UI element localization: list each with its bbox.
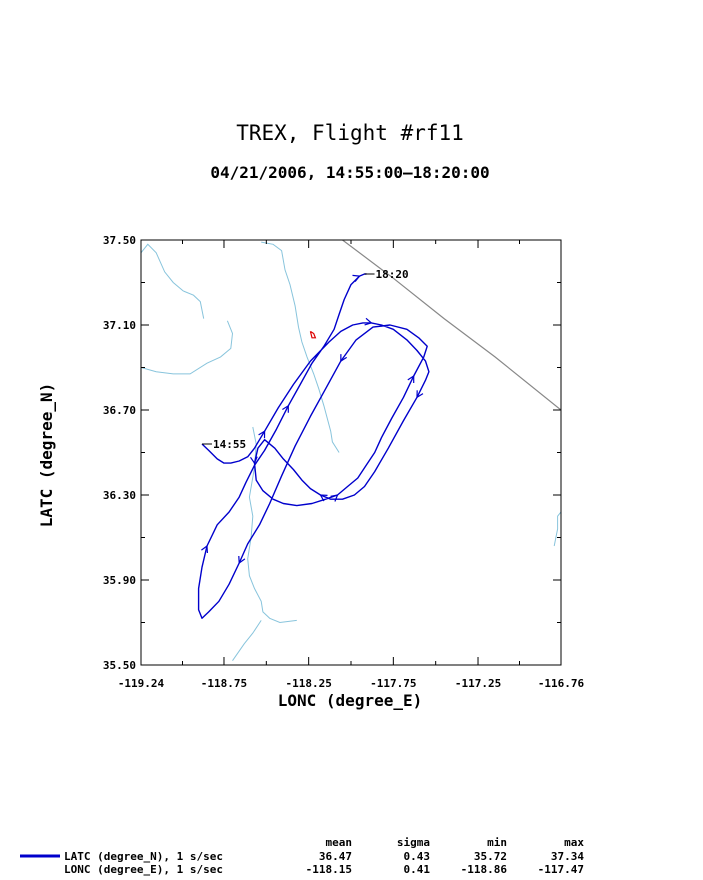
- x-tick-label-5: -116.76: [538, 677, 585, 690]
- stats-header-min: min: [487, 836, 507, 849]
- x-tick-label-0: -119.24: [118, 677, 165, 690]
- y-tick-label-4: 35.90: [103, 574, 136, 587]
- time-label-1: 18:20: [376, 268, 409, 281]
- direction-arrow-48: [330, 494, 339, 502]
- legend-row-label-lonc: LONC (degree_E), 1 s/sec: [64, 863, 223, 876]
- map-features: [141, 240, 561, 661]
- river-line-2: [141, 320, 234, 375]
- y-tick-label-0: 37.50: [103, 234, 136, 247]
- stats-latc-max: 37.34: [551, 850, 584, 863]
- x-tick-label-2: -118.25: [285, 677, 331, 690]
- x-tick-label-4: -117.25: [455, 677, 501, 690]
- direction-arrow-16: [364, 317, 373, 326]
- river-line-3: [261, 241, 340, 453]
- plot-frame: [140, 239, 562, 666]
- direction-arrow-40: [250, 456, 258, 465]
- series-layer: [197, 273, 430, 619]
- direction-arrow-64: [340, 354, 348, 363]
- direction-arrow-88: [282, 404, 289, 413]
- stats-header-sigma: sigma: [397, 836, 430, 849]
- stats-header-mean: mean: [326, 836, 353, 849]
- river-line-0: [141, 243, 184, 292]
- chart-title: TREX, Flight #rf11: [236, 121, 464, 145]
- direction-arrow-72: [238, 555, 246, 565]
- stats-latc-min: 35.72: [474, 850, 507, 863]
- river-line-6: [553, 511, 561, 547]
- stats-latc-mean: 36.47: [319, 850, 352, 863]
- legend: mean sigma min max LATC (degree_N), 1 s/…: [20, 836, 584, 876]
- direction-arrow-24: [416, 390, 424, 399]
- stats-lonc-sigma: 0.41: [404, 863, 431, 876]
- stats-lonc-mean: -118.15: [306, 863, 352, 876]
- annotation-layer: 14:55 18:20: [201, 268, 409, 451]
- time-label-0: 14:55: [213, 438, 246, 451]
- y-tick-label-3: 36.30: [103, 489, 136, 502]
- y-tick-label-1: 37.10: [103, 319, 136, 332]
- y-axis-label: LATC (degree_N): [37, 383, 56, 528]
- x-axis-label: LONC (degree_E): [278, 691, 423, 710]
- direction-arrow-56: [407, 374, 415, 383]
- x-tick-label-3: -117.75: [370, 677, 416, 690]
- direction-arrow-32: [319, 494, 328, 502]
- stats-lonc-max: -117.47: [538, 863, 584, 876]
- direction-arrow-96: [352, 274, 361, 282]
- river-line-5: [232, 620, 262, 661]
- y-tick-label-5: 35.50: [103, 659, 136, 672]
- x-tick-label-1: -118.75: [201, 677, 247, 690]
- river-line-1: [183, 290, 205, 319]
- stats-header-max: max: [564, 836, 584, 849]
- chart-subtitle: 04/21/2006, 14:55:00–18:20:00: [210, 163, 489, 182]
- stats-lonc-min: -118.86: [461, 863, 508, 876]
- legend-row-label-latc: LATC (degree_N), 1 s/sec: [64, 850, 223, 863]
- direction-arrow-8: [258, 430, 266, 439]
- y-tick-label-2: 36.70: [103, 404, 136, 417]
- flight-track-line-0: [197, 273, 430, 619]
- stats-latc-sigma: 0.43: [404, 850, 431, 863]
- lake-outline: [309, 330, 317, 339]
- axis-ticks: -119.24 -118.75 -118.25 -117.75 -117.25 -116.…: [103, 234, 585, 690]
- direction-arrow-80: [201, 544, 208, 554]
- state-border-line: [342, 240, 561, 411]
- river-line-4: [247, 426, 297, 624]
